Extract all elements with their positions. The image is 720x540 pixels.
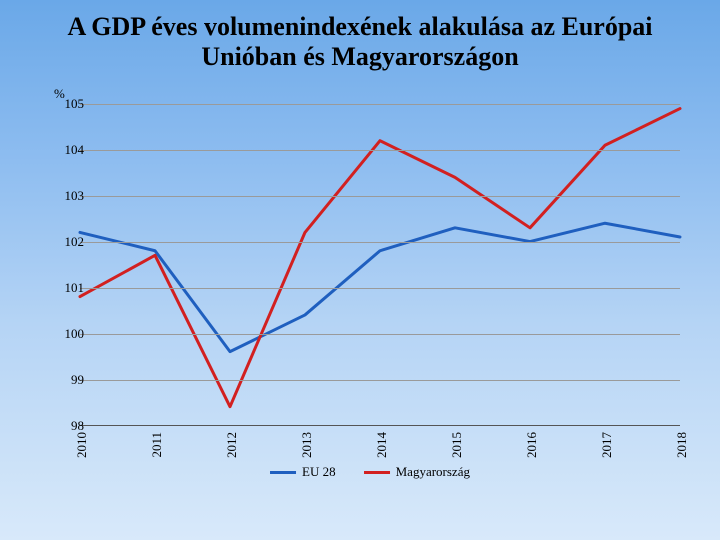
legend-swatch-hu [364, 471, 390, 474]
chart-title: A GDP éves volumenindexének alakulása az… [0, 0, 720, 76]
y-tick-label: 104 [50, 142, 84, 158]
x-tick-label: 2011 [149, 432, 165, 458]
x-tick-label: 2013 [299, 432, 315, 458]
x-tick-label: 2010 [74, 432, 90, 458]
y-tick-label: 101 [50, 280, 84, 296]
legend-item-hu: Magyarország [364, 464, 470, 480]
y-tick-label: 102 [50, 234, 84, 250]
legend-label-hu: Magyarország [396, 464, 470, 480]
y-tick-label: 100 [50, 326, 84, 342]
x-tick-label: 2018 [674, 432, 690, 458]
y-tick-label: 103 [50, 188, 84, 204]
legend-swatch-eu28 [270, 471, 296, 474]
y-tick-label: 105 [50, 96, 84, 112]
legend: EU 28 Magyarország [270, 464, 470, 480]
gridline [80, 380, 680, 381]
legend-label-eu28: EU 28 [302, 464, 336, 480]
gridline [80, 334, 680, 335]
gridline [80, 242, 680, 243]
legend-item-eu28: EU 28 [270, 464, 336, 480]
chart-area: % EU 28 Magyarország 9899100101102103104… [50, 90, 690, 490]
x-tick-label: 2016 [524, 432, 540, 458]
line-layer [80, 104, 680, 425]
x-tick-label: 2017 [599, 432, 615, 458]
x-tick-label: 2014 [374, 432, 390, 458]
gridline [80, 150, 680, 151]
x-tick-label: 2015 [449, 432, 465, 458]
gridline [80, 104, 680, 105]
series-magyarorszag [80, 109, 680, 407]
gridline [80, 288, 680, 289]
x-tick-label: 2012 [224, 432, 240, 458]
y-tick-label: 99 [50, 372, 84, 388]
plot-box [80, 104, 680, 426]
gridline [80, 196, 680, 197]
